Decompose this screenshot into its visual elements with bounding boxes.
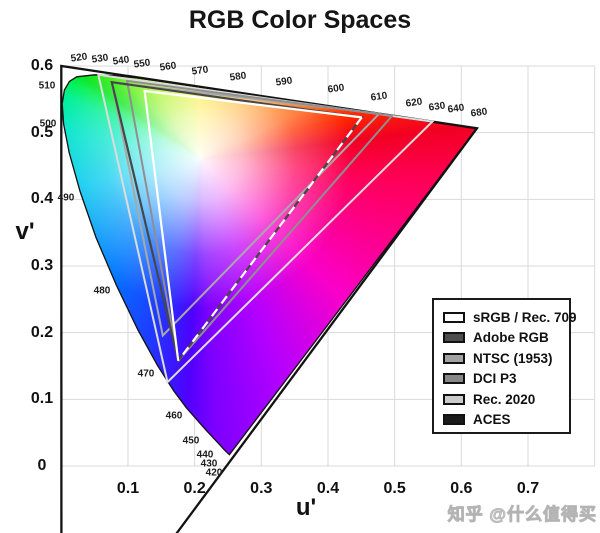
legend-item-aces: ACES — [443, 410, 569, 431]
x-tick-label: 0.7 — [516, 480, 540, 497]
wavelength-label: 450 — [182, 435, 200, 447]
wavelength-label: 610 — [369, 90, 389, 104]
x-tick-label: 0.1 — [116, 480, 140, 497]
wavelength-label: 570 — [190, 64, 210, 78]
legend-label: DCI P3 — [473, 371, 517, 387]
gamut-ntsc-1953- — [110, 81, 382, 338]
wavelength-label: 440 — [196, 449, 214, 461]
wavelength-label: 530 — [90, 52, 110, 66]
y-tick-label: 0.3 — [30, 256, 54, 274]
legend-item-srgb: sRGB / Rec. 709 — [443, 307, 577, 328]
wavelength-label: 470 — [137, 368, 155, 380]
y-tick-label: 0.4 — [30, 190, 54, 208]
y-tick-label: 0.1 — [30, 390, 54, 408]
wavelength-label: 460 — [165, 410, 183, 422]
gamut-srgb-rec-709-dashed-edge — [177, 116, 363, 362]
wavelength-label: 480 — [93, 285, 111, 297]
x-tick-label: 0.2 — [183, 480, 206, 497]
legend-item-rec2020: Rec. 2020 — [443, 389, 569, 410]
wavelength-label: 510 — [38, 80, 56, 92]
gamut-srgb-rec-709 — [143, 89, 362, 361]
legend-label: ACES — [473, 412, 511, 428]
wavelength-label: 520 — [69, 51, 89, 65]
x-tick-label: 0.6 — [450, 480, 473, 497]
gamut-aces — [60, 64, 479, 533]
y-tick-label: 0.2 — [30, 323, 54, 341]
wavelength-label: 590 — [274, 75, 294, 89]
y-tick-label: 0 — [37, 457, 47, 474]
wavelength-label: 430 — [200, 458, 218, 470]
wavelength-label: 640 — [446, 102, 466, 116]
wavelength-label: 500 — [39, 118, 57, 130]
gamut-dci-p3 — [125, 79, 395, 363]
adobe-rgb-swatch — [443, 332, 465, 344]
dci-p3-swatch — [443, 373, 465, 385]
watermark: 知乎 @什么值得买 — [447, 505, 597, 525]
legend-item-ntsc: NTSC (1953) — [443, 348, 569, 369]
chart-title: RGB Color Spaces — [188, 6, 412, 34]
wavelength-label: 540 — [111, 54, 131, 68]
aces-swatch — [443, 414, 465, 426]
ntsc-swatch — [443, 352, 465, 364]
wavelength-label: 560 — [158, 60, 178, 74]
x-axis-title: u' — [295, 494, 317, 521]
wavelength-label: 550 — [132, 57, 152, 71]
x-tick-label: 0.3 — [250, 480, 273, 497]
wavelength-label: 680 — [469, 106, 489, 120]
legend-label: sRGB / Rec. 709 — [473, 309, 577, 325]
wavelength-label: 620 — [404, 96, 424, 110]
wavelength-label: 580 — [228, 70, 248, 84]
x-tick-label: 0.5 — [383, 480, 406, 497]
srgb-swatch — [443, 311, 465, 323]
y-tick-label: 0.5 — [30, 123, 54, 141]
rec2020-swatch — [443, 393, 465, 405]
wavelength-label: 490 — [57, 192, 75, 204]
wavelength-label: 600 — [326, 82, 346, 96]
y-tick-label: 0.6 — [30, 56, 54, 74]
legend-item-dci-p3: DCI P3 — [443, 369, 569, 390]
legend: sRGB / Rec. 709 Adobe RGB NTSC (1953) DC… — [432, 298, 577, 434]
wavelength-label: 420 — [205, 467, 223, 479]
legend-item-adobe-rgb: Adobe RGB — [443, 328, 569, 349]
legend-label: Rec. 2020 — [473, 391, 536, 407]
legend-label: Adobe RGB — [473, 330, 549, 346]
legend-label: NTSC (1953) — [473, 350, 553, 366]
x-tick-label: 0.4 — [316, 480, 340, 497]
y-axis-title: v' — [15, 218, 35, 245]
wavelength-label: 630 — [427, 100, 447, 114]
